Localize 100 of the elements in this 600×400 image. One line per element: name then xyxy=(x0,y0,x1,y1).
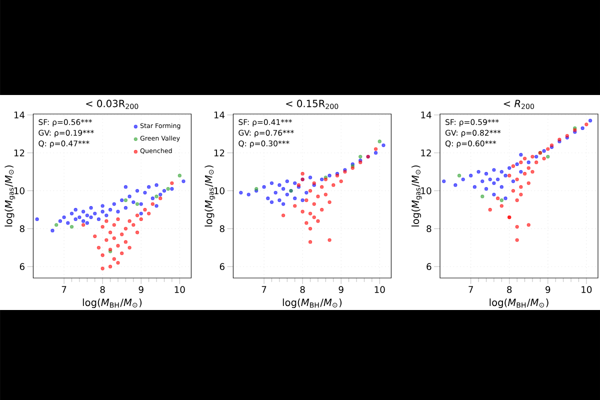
point xyxy=(484,172,488,176)
point xyxy=(476,170,480,174)
point xyxy=(492,181,496,186)
point xyxy=(461,178,465,182)
point xyxy=(500,185,504,189)
point xyxy=(300,210,304,214)
point xyxy=(580,126,584,130)
point xyxy=(281,187,286,191)
point xyxy=(308,226,312,231)
point xyxy=(328,200,332,204)
point xyxy=(239,190,243,195)
y-tick-label: 12 xyxy=(14,149,24,156)
point xyxy=(484,187,488,191)
point xyxy=(492,168,496,172)
point xyxy=(488,178,492,182)
point xyxy=(312,202,316,206)
x-tick-label: 10 xyxy=(374,286,385,294)
point xyxy=(526,181,530,186)
point xyxy=(270,200,274,204)
point xyxy=(515,238,519,242)
point xyxy=(519,160,523,164)
point xyxy=(182,179,186,184)
point xyxy=(132,223,136,227)
point xyxy=(170,187,174,191)
point xyxy=(135,214,140,218)
point xyxy=(312,216,316,220)
point xyxy=(519,192,523,196)
point xyxy=(320,178,324,182)
point xyxy=(116,210,120,214)
point xyxy=(74,208,78,212)
point xyxy=(511,179,516,184)
x-axis-title: log(M$_{BH}$/M$_{⊙}$) xyxy=(82,298,142,308)
point xyxy=(139,217,143,222)
point xyxy=(508,174,512,178)
chart-title: < R$_{200}$ xyxy=(504,100,534,110)
point xyxy=(139,202,143,206)
chart-title: < 0.15R$_{200}$ xyxy=(286,100,338,110)
point xyxy=(262,185,266,189)
point xyxy=(66,221,70,225)
point xyxy=(304,190,308,195)
point xyxy=(100,204,104,208)
point xyxy=(143,208,147,212)
point xyxy=(89,216,93,220)
point xyxy=(522,172,527,176)
point xyxy=(266,196,270,200)
point xyxy=(281,202,286,206)
point xyxy=(62,216,66,220)
point xyxy=(139,212,143,216)
point xyxy=(278,198,282,202)
x-axis-title: log(M$_{BH}$/M$_{⊙}$) xyxy=(282,298,342,308)
chart-title: < 0.03R$_{200}$ xyxy=(86,100,138,110)
x-tick-label: 9 xyxy=(546,286,550,294)
point xyxy=(504,196,508,200)
point xyxy=(324,192,328,196)
point xyxy=(270,181,274,186)
point xyxy=(285,192,289,196)
point xyxy=(285,179,289,184)
point xyxy=(454,183,458,187)
point xyxy=(320,185,324,189)
point xyxy=(584,122,588,126)
point xyxy=(519,170,523,174)
point xyxy=(154,204,158,208)
point xyxy=(546,154,550,158)
point xyxy=(308,176,312,180)
y-tick-label: 6 xyxy=(20,263,24,270)
point xyxy=(74,217,78,222)
point xyxy=(96,217,101,222)
point xyxy=(135,188,140,193)
point xyxy=(54,223,58,227)
point xyxy=(154,183,158,187)
point xyxy=(519,185,523,189)
point xyxy=(50,228,54,232)
point xyxy=(511,188,516,193)
point xyxy=(93,234,97,238)
point xyxy=(480,179,484,184)
point xyxy=(526,160,530,164)
point xyxy=(108,264,112,268)
point xyxy=(124,240,128,244)
point xyxy=(308,188,312,193)
x-axis-title: log(M$_{BH}$/M$_{⊙}$) xyxy=(490,298,548,308)
point xyxy=(128,219,132,223)
y-tick-label: 10 xyxy=(214,187,224,194)
y-tick-label: 6 xyxy=(220,263,224,270)
point xyxy=(108,208,112,212)
point xyxy=(534,154,538,158)
point xyxy=(93,212,97,216)
point xyxy=(304,198,308,202)
point xyxy=(128,246,132,250)
x-tick-label: 10 xyxy=(174,286,185,294)
point xyxy=(469,174,473,178)
point xyxy=(293,181,297,186)
point xyxy=(147,212,151,216)
point xyxy=(308,240,312,244)
x-tick-label: 7 xyxy=(62,286,66,293)
y-axis-title: log(M$_{gas}$/M$_{⊙}$) xyxy=(204,165,216,226)
point xyxy=(112,257,116,261)
point xyxy=(496,178,500,182)
point xyxy=(504,174,508,178)
point xyxy=(112,236,116,240)
point xyxy=(320,208,324,212)
